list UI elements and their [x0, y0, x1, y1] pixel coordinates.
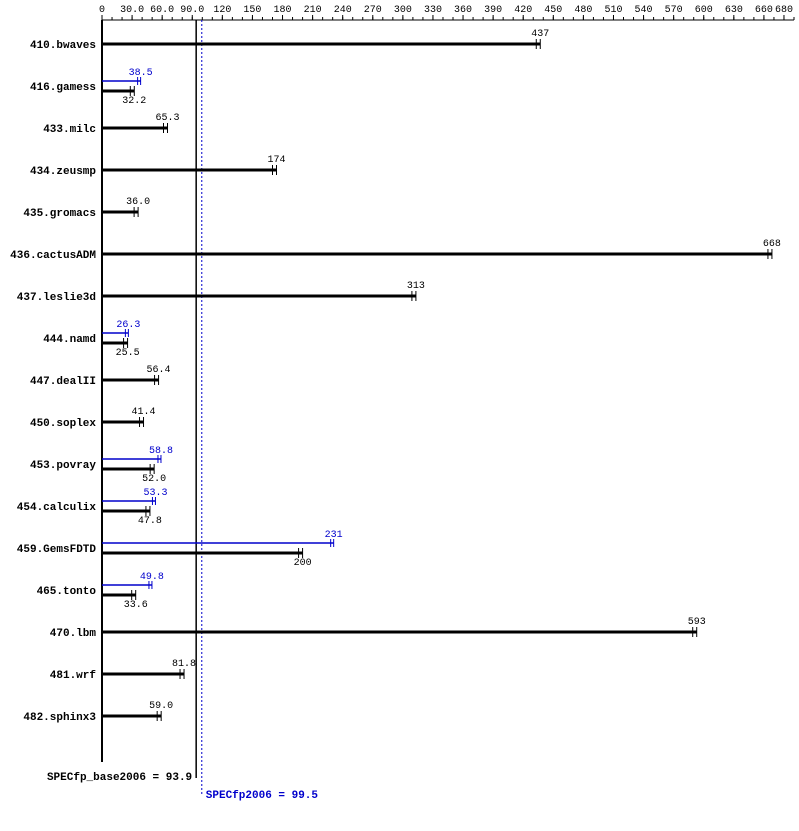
tick-label: 680: [775, 5, 793, 16]
base-value: 200: [294, 558, 312, 569]
tick-label: 180: [274, 5, 292, 16]
tick-label: 0: [99, 5, 105, 16]
benchmark-label: 481.wrf: [50, 670, 97, 682]
base-value: 32.2: [122, 96, 146, 107]
tick-label: 420: [514, 5, 532, 16]
summary-peak: SPECfp2006 = 99.5: [206, 790, 319, 802]
benchmark-label: 465.tonto: [37, 586, 97, 598]
benchmark-label: 435.gromacs: [23, 208, 96, 220]
base-value: 593: [688, 617, 706, 628]
base-value: 65.3: [155, 113, 179, 124]
benchmark-label: 470.lbm: [50, 628, 97, 640]
base-value: 41.4: [132, 407, 156, 418]
tick-label: 570: [665, 5, 683, 16]
tick-label: 360: [454, 5, 472, 16]
tick-label: 60.0: [150, 5, 174, 16]
benchmark-label: 437.leslie3d: [17, 292, 96, 304]
benchmark-label: 450.soplex: [30, 418, 96, 430]
benchmark-label: 482.sphinx3: [23, 712, 96, 724]
benchmark-label: 444.namd: [43, 334, 96, 346]
peak-value: 49.8: [140, 572, 164, 583]
tick-label: 210: [304, 5, 322, 16]
tick-label: 270: [364, 5, 382, 16]
benchmark-label: 447.dealII: [30, 376, 96, 388]
base-value: 25.5: [116, 348, 140, 359]
peak-value: 38.5: [129, 68, 153, 79]
base-value: 437: [531, 29, 549, 40]
base-value: 33.6: [124, 600, 148, 611]
benchmark-label: 459.GemsFDTD: [17, 544, 97, 556]
tick-label: 630: [725, 5, 743, 16]
tick-label: 660: [755, 5, 773, 16]
peak-value: 58.8: [149, 446, 173, 457]
tick-label: 390: [484, 5, 502, 16]
peak-value: 53.3: [143, 488, 167, 499]
tick-label: 540: [635, 5, 653, 16]
benchmark-label: 453.povray: [30, 460, 96, 472]
tick-label: 480: [574, 5, 592, 16]
base-value: 36.0: [126, 197, 150, 208]
base-value: 668: [763, 239, 781, 250]
tick-label: 510: [604, 5, 622, 16]
benchmark-label: 433.milc: [43, 124, 96, 136]
chart-bg: [0, 0, 799, 831]
base-value: 174: [267, 155, 285, 166]
benchmark-label: 434.zeusmp: [30, 166, 96, 178]
peak-value: 26.3: [116, 320, 140, 331]
peak-value: 231: [325, 530, 343, 541]
tick-label: 330: [424, 5, 442, 16]
base-value: 313: [407, 281, 425, 292]
tick-label: 450: [544, 5, 562, 16]
base-value: 52.0: [142, 474, 166, 485]
spec-bar-chart: 0 30.0 60.0 90.0 120 150 180 210 240 270 300 330 360…: [0, 0, 799, 831]
base-value: 56.4: [147, 365, 171, 376]
tick-label: 600: [695, 5, 713, 16]
tick-label: 90.0: [180, 5, 204, 16]
base-value: 59.0: [149, 701, 173, 712]
tick-label: 300: [394, 5, 412, 16]
base-value: 81.8: [172, 659, 196, 670]
tick-label: 120: [213, 5, 231, 16]
benchmark-label: 410.bwaves: [30, 40, 96, 52]
benchmark-label: 454.calculix: [17, 502, 97, 514]
benchmark-label: 416.gamess: [30, 82, 96, 94]
summary-base: SPECfp_base2006 = 93.9: [47, 772, 192, 784]
tick-label: 150: [243, 5, 261, 16]
tick-label: 240: [334, 5, 352, 16]
base-value: 47.8: [138, 516, 162, 527]
benchmark-label: 436.cactusADM: [10, 250, 96, 262]
tick-label: 30.0: [120, 5, 144, 16]
